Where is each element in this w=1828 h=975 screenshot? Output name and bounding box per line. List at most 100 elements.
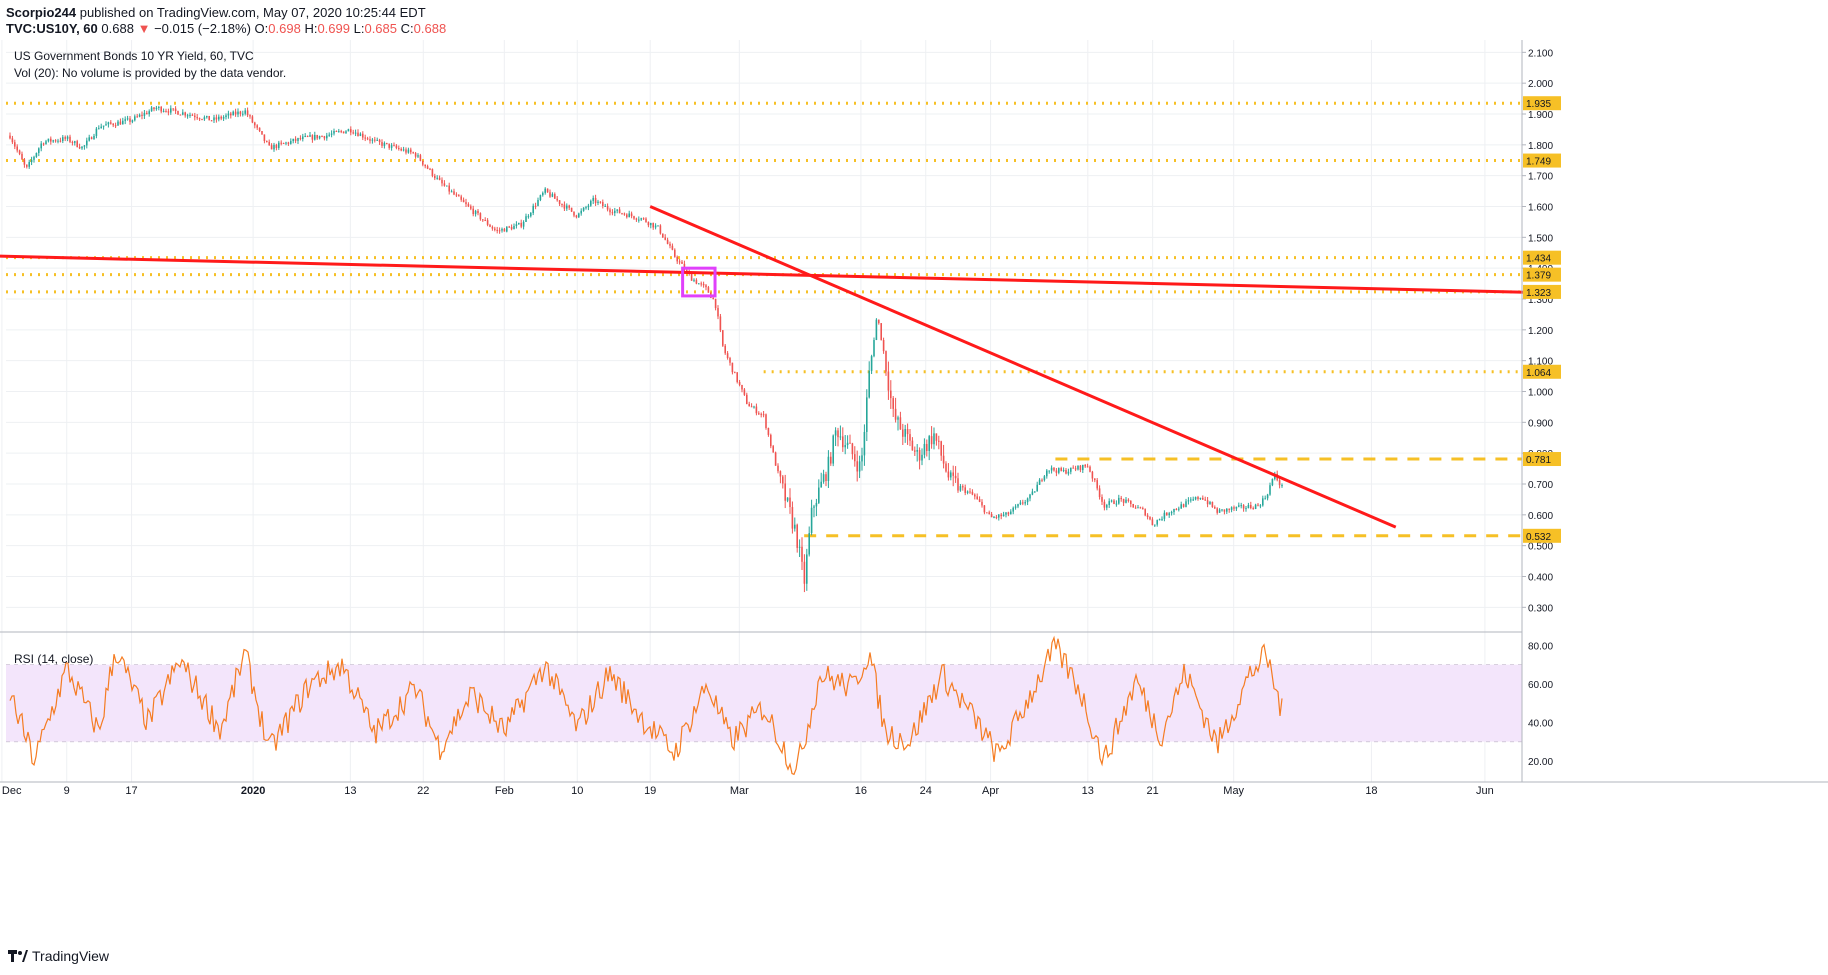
x-tick-label: 10 [571, 785, 583, 797]
candle-body [1098, 488, 1101, 497]
candle-body [306, 135, 309, 137]
author-name[interactable]: Scorpio244 [6, 5, 77, 20]
rsi-tick-label: 40.00 [1528, 718, 1553, 729]
candle-body [1250, 504, 1252, 509]
candle-body [954, 475, 957, 479]
candle-body [1029, 494, 1031, 499]
trendlines[interactable] [0, 205, 1550, 529]
candle-body [698, 283, 700, 285]
candle-body [594, 197, 597, 203]
candle-body [230, 113, 232, 116]
candle-body [215, 117, 218, 120]
candle-body [196, 117, 198, 119]
candle-body [42, 143, 45, 145]
candle-body [1259, 505, 1262, 507]
candle-body [714, 298, 717, 309]
candle-body [450, 191, 453, 193]
candle-body [210, 120, 213, 122]
candle-body [107, 122, 110, 125]
candle-body [350, 129, 352, 133]
candle-body [462, 199, 465, 203]
candle-body [1209, 501, 1211, 505]
candle-body [330, 133, 333, 135]
candle-body [1058, 468, 1060, 473]
candle-body [311, 135, 314, 140]
tradingview-icon [8, 950, 28, 962]
candle-body [762, 414, 765, 416]
candle-body [374, 139, 376, 141]
low-label: L: [353, 21, 365, 36]
candle-body [1214, 507, 1216, 509]
candle-body [638, 219, 640, 221]
candle-body [410, 149, 412, 153]
candle-body [122, 120, 124, 125]
candle-body [1245, 508, 1247, 510]
level-label: 1.064 [1526, 368, 1551, 379]
candle-body [498, 230, 501, 232]
candle-body [846, 442, 849, 446]
candle-body [930, 436, 933, 445]
candle-body [225, 115, 227, 118]
candle-body [791, 507, 794, 529]
symbol-bar: TVC:US10Y, 60 0.688 ▼ −0.015 (−2.18%) O:… [6, 21, 446, 36]
candle-body [1007, 512, 1010, 515]
candle-body [635, 218, 638, 220]
candle-body [1175, 508, 1178, 510]
candle-body [630, 213, 633, 217]
candle-body [506, 226, 508, 232]
candle-body [678, 261, 681, 263]
candle-body [580, 210, 582, 214]
candle-body [604, 205, 606, 207]
candle-body [354, 132, 357, 134]
candle-body [369, 139, 371, 141]
candle-body [520, 222, 522, 227]
candle-body [182, 112, 184, 115]
candle-body [1156, 520, 1158, 525]
candle-body [753, 406, 755, 408]
candle-body [1278, 480, 1281, 486]
series-title: US Government Bonds 10 YR Yield, 60, TVC [14, 49, 254, 63]
candle-body [14, 142, 16, 147]
candle-body [1182, 504, 1185, 507]
candle-body [30, 159, 33, 163]
candle-body [1036, 484, 1038, 492]
candle-body [1046, 470, 1048, 477]
candle-body [496, 229, 498, 231]
candle-body [419, 155, 422, 161]
candle-body [640, 218, 642, 220]
y-tick-label: 0.400 [1528, 573, 1553, 584]
chart-canvas[interactable]: Dec 9 17 2020 13 22 Feb 10 19 Mar 16 24 Apr 13 21 May 18… [0, 40, 1828, 940]
candle-body [1233, 507, 1235, 509]
candle-body [923, 443, 926, 455]
candle-body [1149, 517, 1151, 520]
candle-body [916, 450, 918, 452]
x-tick-label: 13 [1082, 785, 1094, 797]
candle-body [592, 197, 594, 201]
candle-body [1094, 478, 1096, 481]
candle-body [959, 486, 962, 491]
candle-body [856, 461, 858, 472]
candle-body [261, 131, 263, 135]
candle-body [59, 140, 62, 142]
candle-body [633, 216, 635, 219]
candle-body [839, 436, 842, 438]
tradingview-logo[interactable]: TradingView [8, 948, 109, 964]
candle-body [1170, 512, 1173, 514]
candle-body [801, 546, 803, 562]
candle-body [1005, 512, 1007, 515]
candle-body [258, 127, 261, 132]
candle-body [278, 142, 280, 148]
candle-body [297, 138, 299, 141]
candle-body [429, 168, 431, 170]
x-tick-label: 17 [125, 785, 137, 797]
candle-body [486, 220, 489, 225]
open-label: O: [254, 21, 269, 36]
candle-body [342, 131, 345, 134]
candle-body [1262, 498, 1264, 506]
candle-body [1154, 524, 1156, 526]
candle-body [796, 524, 798, 548]
level-label: 1.323 [1526, 288, 1551, 299]
candle-body [50, 138, 52, 142]
x-tick-label: Dec [2, 785, 22, 797]
level-badge [1523, 153, 1561, 168]
